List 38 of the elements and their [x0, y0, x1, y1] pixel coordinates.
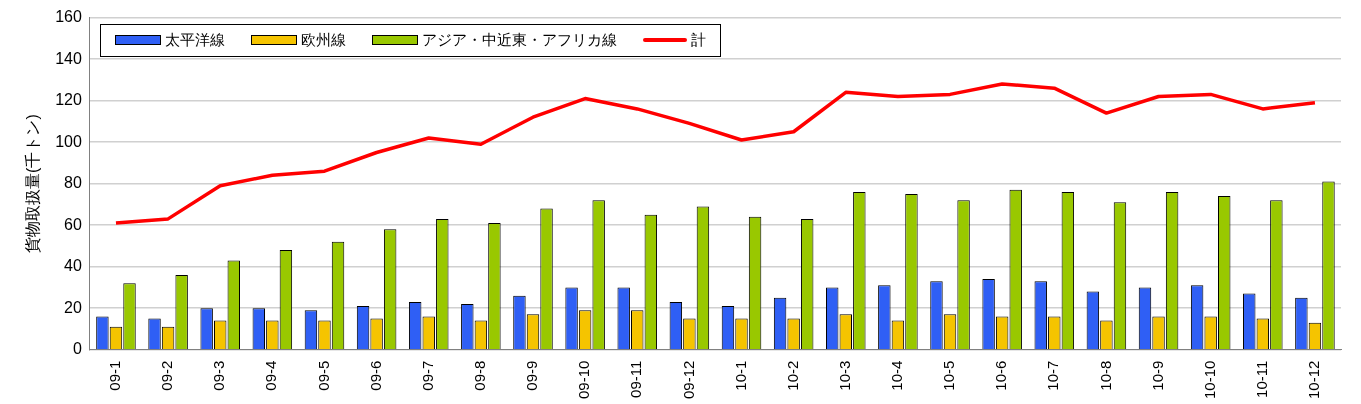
x-tick-label: 10-12 [1305, 360, 1323, 400]
x-tick-label: 09-8 [471, 360, 489, 391]
x-tick-label: 09-1 [106, 360, 124, 391]
x-tick-label: 10-4 [888, 360, 906, 391]
x-tick-label: 09-10 [575, 360, 593, 400]
y-tick-label: 20 [64, 298, 82, 316]
x-tick-label: 10-9 [1148, 360, 1166, 391]
x-tick-label: 10-8 [1096, 360, 1114, 391]
y-tick-label: 80 [64, 174, 82, 192]
y-tick-label: 160 [55, 8, 82, 26]
x-tick-label: 09-11 [627, 360, 645, 398]
y-tick-label: 120 [55, 91, 82, 109]
x-tick-label: 10-5 [940, 360, 958, 391]
legend-label: アジア・中近東・アフリカ線 [421, 30, 617, 50]
legend-label: 欧州線 [300, 30, 346, 50]
x-tick-label: 10-10 [1200, 360, 1218, 400]
x-tick-label: 09-7 [418, 360, 436, 391]
x-tick-label: 10-3 [835, 360, 853, 391]
x-tick-label: 10-1 [731, 360, 749, 391]
x-tick-label: 09-4 [262, 360, 280, 391]
y-tick-label: 100 [55, 132, 82, 150]
y-tick-label: 40 [64, 257, 82, 275]
x-tick-label: 09-12 [679, 360, 697, 400]
x-tick-label: 09-3 [210, 360, 228, 391]
y-tick-label: 0 [72, 340, 82, 358]
x-tick-label: 10-6 [992, 360, 1010, 391]
x-tick-label: 10-7 [1044, 360, 1062, 391]
x-tick-label: 09-9 [523, 360, 541, 391]
x-tick-label: 10-2 [783, 360, 801, 391]
legend-label: 太平洋線 [164, 30, 225, 50]
x-tick-label: 09-5 [314, 360, 332, 391]
legend-label: 計 [690, 30, 706, 50]
y-tick-label: 60 [64, 215, 82, 233]
y-axis-title: 貨物取扱量(千トン) [24, 114, 42, 253]
x-tick-label: 10-11 [1252, 360, 1270, 398]
x-tick-label: 09-6 [366, 360, 384, 391]
x-tick-label: 09-2 [158, 360, 176, 391]
y-tick-label: 140 [55, 49, 82, 67]
